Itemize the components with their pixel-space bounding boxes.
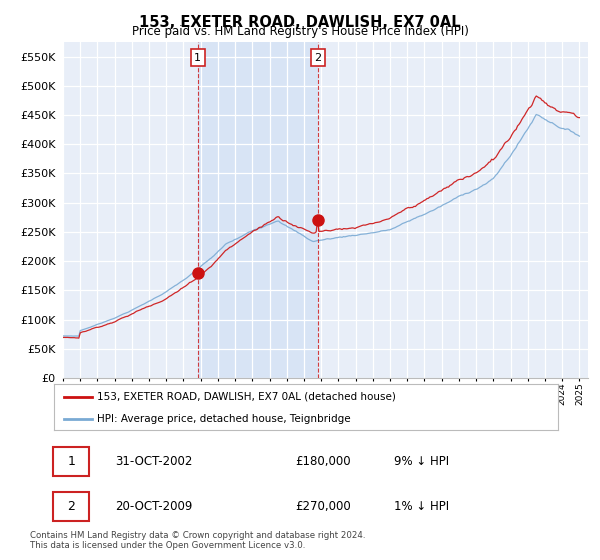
FancyBboxPatch shape — [53, 447, 89, 476]
Text: 1: 1 — [194, 53, 201, 63]
Text: HPI: Average price, detached house, Teignbridge: HPI: Average price, detached house, Teig… — [97, 414, 350, 423]
Text: £270,000: £270,000 — [296, 500, 352, 513]
Text: 1% ↓ HPI: 1% ↓ HPI — [394, 500, 449, 513]
Bar — [198, 42, 318, 378]
Text: 20-OCT-2009: 20-OCT-2009 — [115, 500, 193, 513]
Text: £180,000: £180,000 — [296, 455, 352, 468]
Text: 153, EXETER ROAD, DAWLISH, EX7 0AL: 153, EXETER ROAD, DAWLISH, EX7 0AL — [139, 15, 461, 30]
Text: Contains HM Land Registry data © Crown copyright and database right 2024.
This d: Contains HM Land Registry data © Crown c… — [30, 530, 365, 550]
Text: 31-OCT-2002: 31-OCT-2002 — [115, 455, 193, 468]
Text: 153, EXETER ROAD, DAWLISH, EX7 0AL (detached house): 153, EXETER ROAD, DAWLISH, EX7 0AL (deta… — [97, 391, 396, 402]
Text: 9% ↓ HPI: 9% ↓ HPI — [394, 455, 449, 468]
Text: 2: 2 — [67, 500, 75, 513]
Text: Price paid vs. HM Land Registry's House Price Index (HPI): Price paid vs. HM Land Registry's House … — [131, 25, 469, 38]
FancyBboxPatch shape — [53, 492, 89, 521]
Text: 1: 1 — [67, 455, 75, 468]
Text: 2: 2 — [314, 53, 322, 63]
